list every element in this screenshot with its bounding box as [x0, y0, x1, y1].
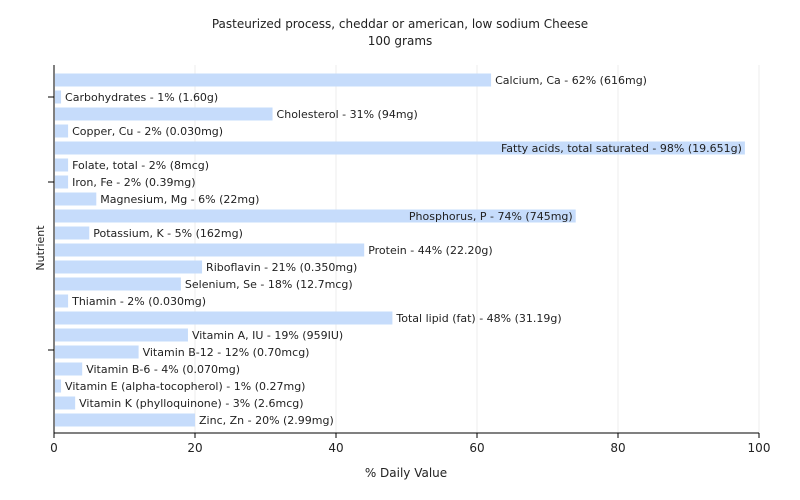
bar-label: Vitamin K (phylloquinone) - 3% (2.6mcg)	[79, 397, 303, 410]
bar	[55, 328, 188, 342]
bar-label: Folate, total - 2% (8mcg)	[72, 159, 209, 172]
bar-label: Protein - 44% (22.20g)	[368, 244, 493, 257]
bar-label: Vitamin A, IU - 19% (959IU)	[192, 329, 343, 342]
bar	[55, 192, 97, 206]
bar	[55, 413, 195, 427]
bar-label: Fatty acids, total saturated - 98% (19.6…	[501, 142, 742, 155]
bar	[55, 345, 139, 359]
chart-title-block: Pasteurized process, cheddar or american…	[0, 16, 800, 50]
bar	[55, 396, 76, 410]
x-axis-label: % Daily Value	[365, 466, 447, 480]
chart-title: Pasteurized process, cheddar or american…	[211, 17, 589, 31]
bar-label: Selenium, Se - 18% (12.7mcg)	[185, 278, 353, 291]
bar-label: Carbohydrates - 1% (1.60g)	[65, 91, 218, 104]
axes: 0 20 40 60 80 100	[48, 65, 770, 455]
bar	[55, 379, 62, 393]
bar-label: Magnesium, Mg - 6% (22mg)	[100, 193, 259, 206]
bar	[55, 158, 69, 172]
bar-label: Phosphorus, P - 74% (745mg)	[409, 210, 573, 223]
bar	[55, 175, 69, 189]
chart-subtitle: 100 grams	[367, 34, 433, 48]
x-tick-label: 0	[50, 441, 58, 455]
bar-label: Calcium, Ca - 62% (616mg)	[495, 74, 647, 87]
bar	[55, 209, 576, 223]
bar-label: Thiamin - 2% (0.030mg)	[71, 295, 206, 308]
bar	[55, 141, 745, 155]
bar-label: Potassium, K - 5% (162mg)	[93, 227, 243, 240]
bar-label: Zinc, Zn - 20% (2.99mg)	[199, 414, 334, 427]
bar	[55, 277, 181, 291]
bar	[55, 260, 203, 274]
bar-label: Copper, Cu - 2% (0.030mg)	[72, 125, 223, 138]
bar-label: Cholesterol - 31% (94mg)	[277, 108, 418, 121]
x-tick-label: 60	[469, 441, 484, 455]
x-tick-label: 20	[187, 441, 202, 455]
x-tick-label: 40	[328, 441, 343, 455]
bar-label: Vitamin E (alpha-tocopherol) - 1% (0.27m…	[65, 380, 305, 393]
bar	[55, 90, 62, 104]
bar-label: Total lipid (fat) - 48% (31.19g)	[395, 312, 561, 325]
bar-label: Riboflavin - 21% (0.350mg)	[206, 261, 357, 274]
bar-label: Vitamin B-6 - 4% (0.070mg)	[86, 363, 240, 376]
y-axis-label: Nutrient	[34, 225, 47, 271]
bar	[55, 243, 365, 257]
bar	[55, 294, 69, 308]
bar	[55, 311, 393, 325]
bar-label: Iron, Fe - 2% (0.39mg)	[72, 176, 195, 189]
bar-label: Vitamin B-12 - 12% (0.70mcg)	[143, 346, 310, 359]
bar	[55, 362, 83, 376]
bars	[55, 73, 745, 427]
bar	[55, 124, 69, 138]
bar	[55, 107, 273, 121]
x-tick-label: 80	[610, 441, 625, 455]
bar	[55, 226, 90, 240]
bar	[55, 73, 492, 87]
x-tick-label: 100	[748, 441, 771, 455]
bar-labels: Calcium, Ca - 62% (616mg) Carbohydrates -…	[65, 74, 742, 427]
